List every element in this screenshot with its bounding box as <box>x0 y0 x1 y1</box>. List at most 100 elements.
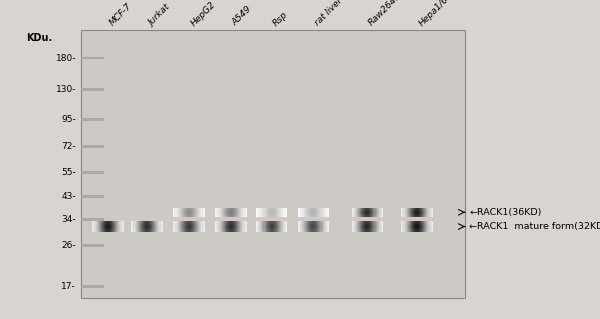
FancyBboxPatch shape <box>314 211 315 212</box>
FancyBboxPatch shape <box>281 225 282 226</box>
FancyBboxPatch shape <box>314 207 315 208</box>
FancyBboxPatch shape <box>268 224 269 225</box>
FancyBboxPatch shape <box>409 207 410 208</box>
FancyBboxPatch shape <box>150 222 151 223</box>
FancyBboxPatch shape <box>356 215 357 216</box>
FancyBboxPatch shape <box>160 223 161 224</box>
FancyBboxPatch shape <box>278 222 279 223</box>
FancyBboxPatch shape <box>416 209 417 210</box>
FancyBboxPatch shape <box>145 226 146 227</box>
FancyBboxPatch shape <box>233 216 234 217</box>
FancyBboxPatch shape <box>371 214 373 215</box>
FancyBboxPatch shape <box>365 231 366 232</box>
FancyBboxPatch shape <box>237 225 238 226</box>
FancyBboxPatch shape <box>411 230 412 231</box>
FancyBboxPatch shape <box>316 221 317 222</box>
FancyBboxPatch shape <box>157 221 158 222</box>
FancyBboxPatch shape <box>320 224 322 225</box>
FancyBboxPatch shape <box>259 227 260 228</box>
FancyBboxPatch shape <box>309 207 310 208</box>
FancyBboxPatch shape <box>227 212 228 213</box>
FancyBboxPatch shape <box>268 208 269 209</box>
FancyBboxPatch shape <box>327 231 328 232</box>
FancyBboxPatch shape <box>315 211 316 212</box>
FancyBboxPatch shape <box>236 226 237 227</box>
FancyBboxPatch shape <box>286 227 287 228</box>
FancyBboxPatch shape <box>379 230 380 231</box>
FancyBboxPatch shape <box>307 230 308 231</box>
FancyBboxPatch shape <box>182 214 183 215</box>
FancyBboxPatch shape <box>263 214 265 215</box>
FancyBboxPatch shape <box>401 209 403 210</box>
FancyBboxPatch shape <box>95 224 97 225</box>
FancyBboxPatch shape <box>353 222 355 223</box>
FancyBboxPatch shape <box>276 227 277 228</box>
FancyBboxPatch shape <box>200 222 202 223</box>
FancyBboxPatch shape <box>256 228 257 229</box>
FancyBboxPatch shape <box>401 213 403 214</box>
FancyBboxPatch shape <box>161 229 163 230</box>
FancyBboxPatch shape <box>283 214 284 215</box>
FancyBboxPatch shape <box>268 209 269 210</box>
FancyBboxPatch shape <box>298 210 299 211</box>
FancyBboxPatch shape <box>312 209 313 210</box>
FancyBboxPatch shape <box>323 229 325 230</box>
FancyBboxPatch shape <box>188 210 189 211</box>
FancyBboxPatch shape <box>190 225 191 226</box>
FancyBboxPatch shape <box>367 215 368 216</box>
FancyBboxPatch shape <box>227 211 228 212</box>
FancyBboxPatch shape <box>152 221 153 222</box>
FancyBboxPatch shape <box>270 209 271 210</box>
FancyBboxPatch shape <box>355 225 356 226</box>
FancyBboxPatch shape <box>310 207 311 208</box>
FancyBboxPatch shape <box>217 208 218 209</box>
FancyBboxPatch shape <box>217 225 218 226</box>
FancyBboxPatch shape <box>418 227 419 228</box>
FancyBboxPatch shape <box>401 227 403 228</box>
FancyBboxPatch shape <box>421 227 422 228</box>
FancyBboxPatch shape <box>157 222 158 223</box>
FancyBboxPatch shape <box>260 216 262 217</box>
FancyBboxPatch shape <box>327 210 328 211</box>
FancyBboxPatch shape <box>373 215 374 216</box>
FancyBboxPatch shape <box>325 226 326 227</box>
FancyBboxPatch shape <box>197 227 199 228</box>
FancyBboxPatch shape <box>308 231 309 232</box>
FancyBboxPatch shape <box>230 227 231 228</box>
FancyBboxPatch shape <box>415 222 416 223</box>
FancyBboxPatch shape <box>367 230 368 231</box>
FancyBboxPatch shape <box>311 226 312 227</box>
FancyBboxPatch shape <box>414 227 415 228</box>
FancyBboxPatch shape <box>188 209 189 210</box>
FancyBboxPatch shape <box>281 211 282 212</box>
FancyBboxPatch shape <box>215 221 217 222</box>
FancyBboxPatch shape <box>179 224 181 225</box>
FancyBboxPatch shape <box>152 224 153 225</box>
FancyBboxPatch shape <box>301 221 302 222</box>
FancyBboxPatch shape <box>409 231 410 232</box>
FancyBboxPatch shape <box>114 231 115 232</box>
FancyBboxPatch shape <box>221 227 223 228</box>
FancyBboxPatch shape <box>104 230 105 231</box>
FancyBboxPatch shape <box>272 222 273 223</box>
FancyBboxPatch shape <box>352 214 353 215</box>
FancyBboxPatch shape <box>416 214 417 215</box>
FancyBboxPatch shape <box>200 215 202 216</box>
FancyBboxPatch shape <box>185 215 186 216</box>
FancyBboxPatch shape <box>195 223 196 224</box>
FancyBboxPatch shape <box>189 229 190 230</box>
FancyBboxPatch shape <box>328 211 329 212</box>
FancyBboxPatch shape <box>189 213 190 214</box>
FancyBboxPatch shape <box>325 213 326 214</box>
FancyBboxPatch shape <box>427 207 428 208</box>
FancyBboxPatch shape <box>258 213 259 214</box>
FancyBboxPatch shape <box>225 230 226 231</box>
FancyBboxPatch shape <box>427 221 428 222</box>
FancyBboxPatch shape <box>424 208 425 209</box>
FancyBboxPatch shape <box>110 225 111 226</box>
FancyBboxPatch shape <box>241 221 242 222</box>
FancyBboxPatch shape <box>322 210 323 211</box>
FancyBboxPatch shape <box>357 210 358 211</box>
FancyBboxPatch shape <box>273 225 274 226</box>
FancyBboxPatch shape <box>256 212 257 213</box>
